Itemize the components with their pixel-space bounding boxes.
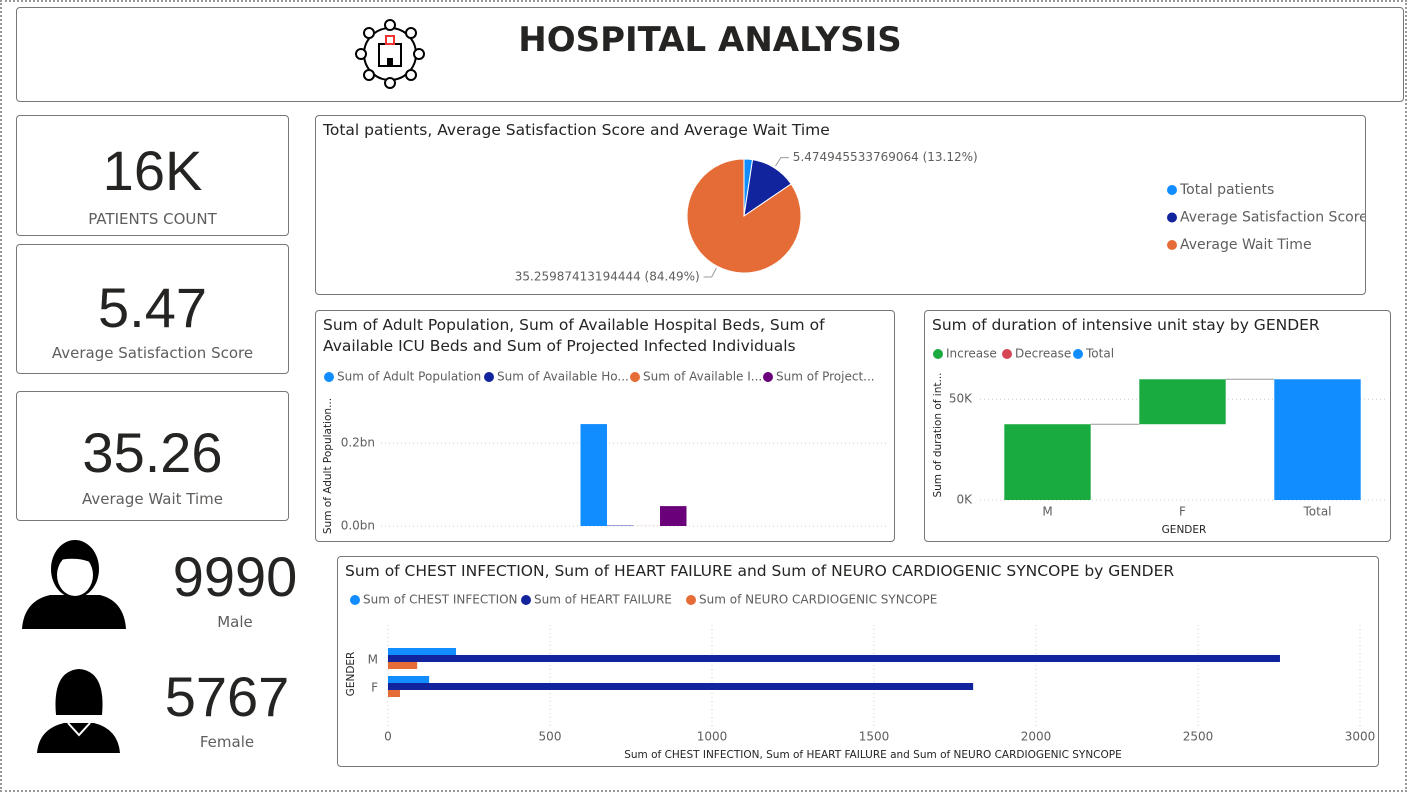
- bar: [1139, 379, 1226, 425]
- x-tick-label: 1500: [859, 730, 890, 744]
- y-tick-label: 0.2bn: [341, 436, 375, 450]
- legend-marker: [686, 595, 696, 605]
- legend-marker: [521, 595, 531, 605]
- waterfall-panel: Increase Decrease Total 0K 50K Sum of duratio…: [924, 310, 1391, 542]
- legend-marker: [933, 349, 943, 359]
- kpi-label: Average Satisfaction Score: [51, 344, 254, 362]
- bar: [660, 506, 687, 526]
- legend-marker: [350, 595, 360, 605]
- legend-label: Sum of Available I...: [643, 370, 762, 384]
- legend-label: Decrease: [1015, 347, 1071, 361]
- header: HOSPITAL ANALYSIS: [16, 7, 1404, 102]
- x-tick-label: Total: [1302, 505, 1331, 519]
- hbar-chart: Sum of CHEST INFECTION Sum of HEART FAILU…: [345, 593, 1376, 762]
- kpi-card: 5.47 Average Satisfaction Score: [16, 244, 289, 374]
- bar: [388, 655, 1280, 662]
- legend-label: Average Satisfaction Score: [1180, 210, 1365, 226]
- chart-title: Total patients, Average Satisfaction Sco…: [323, 121, 830, 139]
- legend-marker: [484, 372, 494, 382]
- legend-marker: [1167, 185, 1177, 195]
- legend-marker: [1167, 240, 1177, 250]
- male-label: Male: [217, 613, 253, 631]
- leader-line: [703, 267, 717, 278]
- bar-panel: Sum of Adult Population Sum of Available …: [315, 310, 895, 542]
- legend-label: Total patients: [1179, 182, 1274, 198]
- x-tick-label: F: [1179, 505, 1186, 519]
- legend-marker: [1073, 349, 1083, 359]
- kpi-card: 35.26 Average Wait Time: [16, 391, 289, 521]
- x-tick-label: 2000: [1021, 730, 1052, 744]
- data-label: 5.474945533769064 (13.12%): [793, 150, 978, 164]
- legend-label: Sum of Project...: [776, 370, 875, 384]
- x-axis-label: Sum of CHEST INFECTION, Sum of HEART FAI…: [624, 749, 1122, 761]
- pie-slice: [686, 158, 802, 274]
- female-count: 5767: [164, 665, 290, 728]
- legend-label: Sum of NEURO CARDIOGENIC SYNCOPE: [699, 593, 937, 607]
- pie-panel: 5.474945533769064 (13.12%) 35.25987413194…: [315, 115, 1366, 295]
- legend-label: Sum of CHEST INFECTION: [363, 593, 518, 607]
- female-label: Female: [199, 733, 255, 751]
- bar: [580, 424, 607, 526]
- chart-title: Sum of duration of intensive unit stay b…: [932, 316, 1320, 334]
- kpi-value: 16K: [102, 139, 203, 202]
- legend-marker: [1167, 212, 1177, 223]
- female-icon: [37, 669, 120, 753]
- y-tick-label: F: [371, 681, 378, 695]
- x-tick-label: 2500: [1183, 730, 1214, 744]
- x-tick-label: M: [1042, 505, 1052, 519]
- male-count: 9990: [172, 545, 298, 608]
- page-title: HOSPITAL ANALYSIS: [518, 20, 902, 60]
- legend-marker: [630, 372, 640, 382]
- waterfall-chart: Increase Decrease Total 0K 50K Sum of duratio…: [932, 347, 1385, 536]
- legend-label: Average Wait Time: [1180, 237, 1312, 253]
- bar: [388, 648, 457, 655]
- x-tick-label: 500: [539, 730, 562, 744]
- x-tick-label: 0: [384, 730, 392, 744]
- chart-title: Sum of Adult Population, Sum of Availabl…: [323, 316, 825, 355]
- legend-label: Total: [1085, 347, 1114, 361]
- bar: [1004, 424, 1091, 500]
- leader-line: [775, 157, 789, 167]
- y-tick-label: M: [368, 653, 378, 667]
- hospital-icon: [355, 19, 425, 89]
- bar: [1274, 379, 1361, 500]
- legend-marker: [1002, 349, 1012, 359]
- legend-label: Sum of Available Ho...: [497, 370, 629, 384]
- kpi-label: Average Wait Time: [82, 490, 223, 508]
- bar: [388, 683, 974, 690]
- bar-chart: Sum of Adult Population Sum of Available …: [322, 370, 886, 534]
- x-tick-label: 3000: [1345, 730, 1376, 744]
- bar: [388, 662, 418, 669]
- kpi-label: PATIENTS COUNT: [88, 210, 217, 228]
- kpi-value: 35.26: [82, 421, 223, 484]
- chart-title: Sum of CHEST INFECTION, Sum of HEART FAI…: [345, 562, 1175, 580]
- legend-label: Increase: [946, 347, 997, 361]
- hbar-panel: Sum of CHEST INFECTION Sum of HEART FAILU…: [337, 556, 1379, 767]
- male-icon: [22, 540, 126, 629]
- y-tick-label: 0K: [956, 493, 973, 507]
- x-tick-label: 1000: [697, 730, 728, 744]
- legend-marker: [763, 372, 773, 382]
- legend-marker: [324, 372, 334, 382]
- legend-label: Sum of Adult Population: [337, 370, 481, 384]
- bar: [388, 690, 400, 697]
- y-tick-label: 50K: [949, 392, 973, 406]
- y-tick-label: 0.0bn: [341, 519, 375, 533]
- y-axis-label: Sum of Adult Population...: [322, 398, 334, 534]
- x-axis-label: GENDER: [1162, 524, 1207, 536]
- bar: [388, 676, 430, 683]
- data-label: 35.25987413194444 (84.49%): [515, 269, 700, 283]
- kpi-value: 5.47: [98, 276, 207, 339]
- legend-label: Sum of HEART FAILURE: [534, 593, 672, 607]
- y-axis-label: GENDER: [345, 652, 357, 697]
- y-axis-label: Sum of duration of int...: [932, 372, 944, 497]
- kpi-card: 16K PATIENTS COUNT: [16, 115, 289, 236]
- pie-chart: 5.474945533769064 (13.12%) 35.25987413194…: [515, 150, 1365, 283]
